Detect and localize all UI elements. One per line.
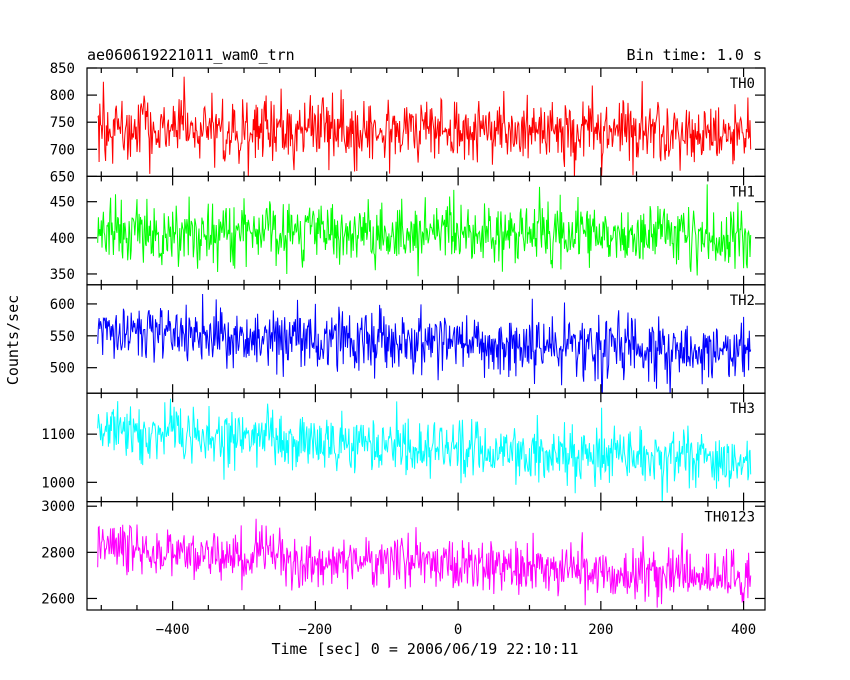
- y-tick-label: 800: [50, 88, 75, 104]
- y-tick-label: 350: [50, 267, 75, 283]
- panel-label-th1: TH1: [730, 184, 755, 200]
- y-tick-label: 450: [50, 195, 75, 211]
- y-tick-label: 1000: [41, 475, 75, 491]
- y-tick-label: 550: [50, 329, 75, 345]
- panel-label-th2: TH2: [730, 293, 755, 309]
- x-tick-label: 0: [454, 622, 462, 638]
- panels-group: TH0 650 700 750 800 850 TH1 350 400 450 TH2 500 550 6…: [41, 61, 766, 638]
- series-th3: [97, 398, 752, 502]
- bin-time-label: Bin time: 1.0 s: [627, 46, 762, 64]
- x-axis-label: Time [sec] 0 = 2006/06/19 22:10:11: [271, 640, 578, 658]
- x-tick-label: 400: [731, 622, 756, 638]
- chart-title: ae060619221011_wam0_trn: [87, 46, 295, 64]
- y-tick-label: 750: [50, 115, 75, 131]
- y-tick-label: 2800: [41, 545, 75, 561]
- panel-label-th0: TH0: [730, 76, 755, 92]
- y-tick-label: 600: [50, 297, 75, 313]
- y-tick-label: 1100: [41, 427, 75, 443]
- x-tick-label: 200: [588, 622, 613, 638]
- y-axis-label: Counts/sec: [4, 295, 22, 385]
- y-tick-label: 650: [50, 169, 75, 185]
- x-tick-label: −400: [156, 622, 190, 638]
- series-th2: [97, 293, 752, 394]
- panel-label-th0123: TH0123: [704, 510, 755, 526]
- series-th0123: [97, 518, 752, 608]
- y-tick-label: 850: [50, 61, 75, 77]
- y-tick-label: 400: [50, 231, 75, 247]
- panel-label-th3: TH3: [730, 401, 755, 417]
- y-tick-label: 500: [50, 361, 75, 377]
- series-th0: [97, 76, 752, 177]
- panel-frame: [86, 501, 766, 611]
- y-tick-label: 3000: [41, 499, 75, 515]
- x-tick-label: −200: [299, 622, 333, 638]
- y-tick-label: 2600: [41, 591, 75, 607]
- y-tick-label: 700: [50, 142, 75, 158]
- series-th1: [97, 184, 752, 277]
